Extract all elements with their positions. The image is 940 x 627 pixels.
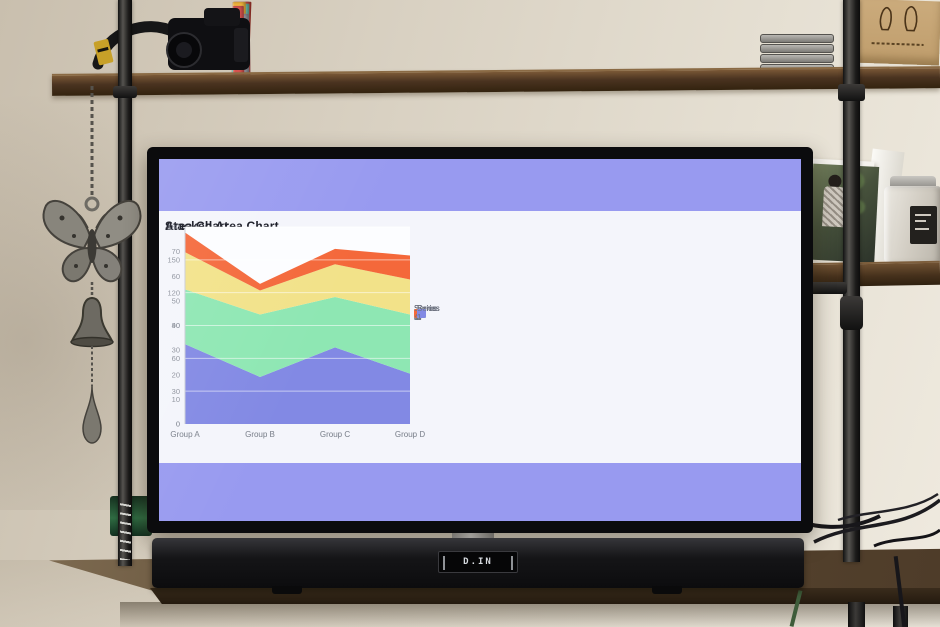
svg-text:0: 0 — [176, 420, 180, 429]
camera — [92, 8, 250, 70]
stacked-area-chart: Stacked Area Chart 0 30 60 90 120 150 180 Group… — [159, 211, 480, 463]
svg-text:30: 30 — [172, 346, 180, 355]
jar-lid — [890, 176, 936, 188]
svg-text:Group B: Group B — [245, 430, 275, 439]
pipe-tee-fitting — [838, 84, 865, 101]
pipe-pole-left — [118, 0, 132, 566]
svg-text:90: 90 — [172, 321, 180, 330]
svg-text:Group C: Group C — [320, 430, 350, 439]
soundbar-foot — [652, 586, 682, 594]
paint-marks — [120, 500, 131, 560]
soundbar-display: D.IN — [438, 551, 518, 573]
svg-text:Group D: Group D — [395, 430, 425, 439]
bell-icon — [70, 296, 114, 348]
svg-text:60: 60 — [172, 354, 180, 363]
svg-text:0: 0 — [176, 420, 180, 429]
svg-text:70: 70 — [172, 247, 180, 256]
svg-text:30: 30 — [172, 387, 180, 396]
legend-swatch — [417, 308, 426, 318]
svg-text:80: 80 — [172, 223, 180, 232]
legend-label: Series 1 — [417, 304, 440, 322]
svg-text:Group A: Group A — [170, 430, 200, 439]
soundbar-foot — [272, 586, 302, 594]
pipe-pole-right — [843, 0, 860, 562]
photo-frame — [803, 158, 880, 263]
svg-text:10: 10 — [172, 395, 180, 404]
tv-screen: Area Chart 0 10 20 30 40 50 60 70 80 Group A Group… — [159, 159, 801, 521]
svg-text:Group D: Group D — [395, 430, 425, 439]
camera-strap-tab — [93, 39, 114, 66]
svg-text:20: 20 — [172, 370, 180, 379]
svg-text:180: 180 — [167, 223, 180, 232]
table-leg — [848, 602, 865, 627]
television: Area Chart 0 10 20 30 40 50 60 70 80 Group A Group… — [147, 147, 813, 533]
glass-jar — [884, 176, 940, 264]
bell-clapper — [82, 385, 102, 444]
legend-label: Series 3 — [417, 304, 440, 322]
kraft-notebook — [850, 0, 940, 66]
pipe-coupling — [840, 296, 863, 330]
svg-text:150: 150 — [167, 255, 180, 264]
dvd-collection: THE DISTANCEMANVegas — [231, 0, 782, 78]
svg-text:60: 60 — [172, 272, 180, 281]
pipe-clamp-left — [113, 86, 137, 98]
legend-label: Series 2 — [417, 304, 440, 322]
svg-text:Group B: Group B — [245, 430, 275, 439]
chart-panel: Area Chart 0 10 20 30 40 50 60 70 80 Group A Group… — [159, 211, 801, 463]
svg-text:Group A: Group A — [170, 430, 200, 439]
soundbar-display-text: D.IN — [463, 557, 493, 567]
svg-text:Group C: Group C — [320, 430, 350, 439]
table-edge — [150, 588, 940, 604]
butterfly-bell-ornament — [42, 86, 142, 444]
soundbar: D.IN — [152, 538, 804, 594]
legend-label: Series 4 — [417, 304, 440, 322]
butterfly-icon — [42, 199, 142, 283]
jar-label — [910, 206, 937, 244]
svg-text:50: 50 — [172, 296, 180, 305]
table-shadow — [120, 602, 940, 627]
svg-text:120: 120 — [167, 288, 180, 297]
svg-text:40: 40 — [172, 321, 180, 330]
